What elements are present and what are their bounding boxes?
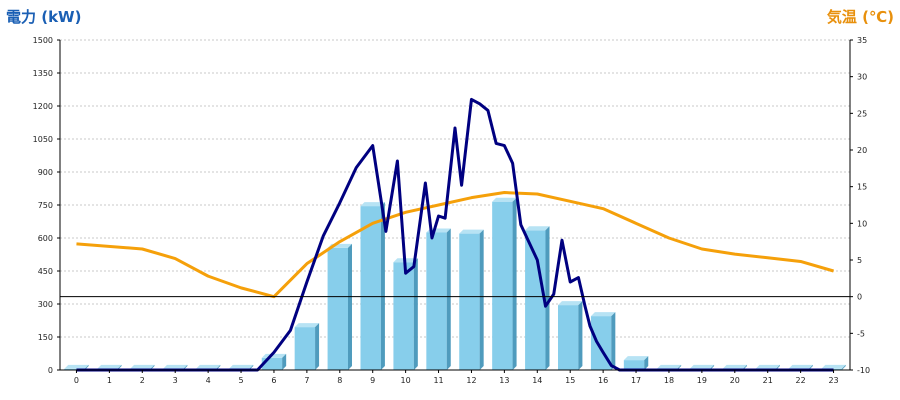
bar-8 bbox=[327, 247, 348, 370]
bar-side-14 bbox=[545, 226, 550, 370]
right-tick-label-5: 5 bbox=[857, 256, 862, 265]
left-tick-label-750: 750 bbox=[38, 201, 53, 210]
right-tick-label--10: -10 bbox=[857, 366, 870, 375]
bar-side-10 bbox=[413, 258, 418, 370]
bar-top-12 bbox=[459, 229, 484, 234]
tick-labels: 01503004506007509001050120013501500-10-5… bbox=[33, 36, 870, 385]
right-tick-label-0: 0 bbox=[857, 293, 862, 302]
axes bbox=[57, 39, 853, 373]
bar-top-15 bbox=[558, 301, 583, 306]
x-tick-label-20: 20 bbox=[730, 376, 740, 385]
x-tick-label-6: 6 bbox=[271, 376, 276, 385]
bar-top-9 bbox=[360, 202, 385, 207]
bar-7 bbox=[294, 327, 316, 370]
x-tick-label-23: 23 bbox=[828, 376, 838, 385]
bar-top-21 bbox=[755, 364, 780, 369]
left-tick-label-600: 600 bbox=[38, 234, 53, 243]
bar-side-9 bbox=[380, 202, 385, 370]
bar-side-17 bbox=[644, 356, 649, 370]
left-tick-label-1050: 1050 bbox=[33, 135, 53, 144]
right-tick-label-25: 25 bbox=[857, 109, 867, 118]
x-tick-label-8: 8 bbox=[337, 376, 342, 385]
bar-14 bbox=[525, 230, 546, 370]
bar-10 bbox=[393, 262, 414, 370]
x-tick-label-16: 16 bbox=[598, 376, 608, 385]
left-tick-label-450: 450 bbox=[38, 267, 53, 276]
right-tick-label-35: 35 bbox=[857, 36, 867, 45]
x-tick-label-3: 3 bbox=[173, 376, 178, 385]
x-tick-label-5: 5 bbox=[238, 376, 243, 385]
gridlines bbox=[60, 39, 850, 338]
x-tick-label-22: 22 bbox=[796, 376, 806, 385]
bar-12 bbox=[459, 233, 480, 370]
bar-top-5 bbox=[228, 364, 254, 369]
bar-top-1 bbox=[97, 364, 122, 369]
left-axis-title: 電力 (kW) bbox=[6, 8, 82, 26]
bar-top-17 bbox=[623, 356, 649, 361]
x-tick-label-18: 18 bbox=[664, 376, 674, 385]
x-tick-label-21: 21 bbox=[763, 376, 773, 385]
bar-9 bbox=[360, 206, 381, 370]
left-tick-label-1350: 1350 bbox=[33, 69, 53, 78]
bar-15 bbox=[558, 305, 579, 370]
bar-side-23 bbox=[841, 364, 846, 370]
bar-top-22 bbox=[788, 364, 813, 369]
bar-side-11 bbox=[446, 228, 451, 370]
left-tick-label-900: 900 bbox=[38, 168, 53, 177]
temperature-line bbox=[76, 191, 834, 299]
right-tick-label-10: 10 bbox=[857, 219, 867, 228]
left-tick-label-0: 0 bbox=[48, 366, 53, 375]
bar-top-20 bbox=[722, 364, 747, 369]
bar-top-18 bbox=[656, 364, 682, 369]
left-tick-label-300: 300 bbox=[38, 300, 53, 309]
x-tick-label-15: 15 bbox=[565, 376, 575, 385]
right-tick-label-30: 30 bbox=[857, 73, 867, 82]
right-tick-label-20: 20 bbox=[857, 146, 867, 155]
bar-top-2 bbox=[130, 364, 155, 369]
line-series bbox=[76, 97, 834, 372]
x-tick-label-4: 4 bbox=[206, 376, 211, 385]
bar-side-12 bbox=[479, 229, 484, 370]
bar-top-13 bbox=[492, 197, 517, 202]
bar-side-8 bbox=[347, 243, 352, 370]
left-tick-label-1500: 1500 bbox=[33, 36, 53, 45]
bar-top-0 bbox=[64, 364, 89, 369]
bar-top-16 bbox=[590, 312, 616, 317]
x-tick-label-2: 2 bbox=[140, 376, 145, 385]
x-tick-label-10: 10 bbox=[401, 376, 411, 385]
x-tick-label-13: 13 bbox=[499, 376, 509, 385]
bar-17 bbox=[623, 360, 645, 370]
right-tick-label--5: -5 bbox=[857, 329, 865, 338]
bar-top-3 bbox=[163, 364, 188, 369]
bar-top-4 bbox=[195, 364, 221, 369]
bar-side-7 bbox=[315, 323, 320, 370]
x-tick-label-17: 17 bbox=[631, 376, 641, 385]
bar-top-23 bbox=[821, 364, 846, 369]
x-tick-label-1: 1 bbox=[107, 376, 112, 385]
x-tick-label-7: 7 bbox=[304, 376, 309, 385]
bar-13 bbox=[492, 201, 513, 370]
bar-side-16 bbox=[611, 312, 616, 370]
left-tick-label-1200: 1200 bbox=[33, 102, 53, 111]
x-tick-label-11: 11 bbox=[433, 376, 443, 385]
power-line bbox=[76, 97, 834, 372]
bar-side-13 bbox=[512, 197, 517, 370]
bar-side-15 bbox=[578, 301, 583, 370]
bar-11 bbox=[426, 232, 447, 370]
bar-side-6 bbox=[282, 353, 287, 370]
bar-top-7 bbox=[294, 323, 320, 328]
x-tick-label-19: 19 bbox=[697, 376, 707, 385]
x-tick-label-12: 12 bbox=[466, 376, 476, 385]
bar-top-14 bbox=[525, 226, 550, 231]
x-tick-label-9: 9 bbox=[370, 376, 375, 385]
left-tick-label-150: 150 bbox=[38, 333, 53, 342]
right-tick-label-15: 15 bbox=[857, 183, 867, 192]
bar-0 bbox=[64, 368, 85, 370]
x-tick-label-14: 14 bbox=[532, 376, 542, 385]
bar-series bbox=[64, 197, 846, 370]
bar-top-19 bbox=[689, 364, 715, 369]
right-axis-title: 気温 (℃) bbox=[826, 8, 894, 26]
x-tick-label-0: 0 bbox=[74, 376, 79, 385]
